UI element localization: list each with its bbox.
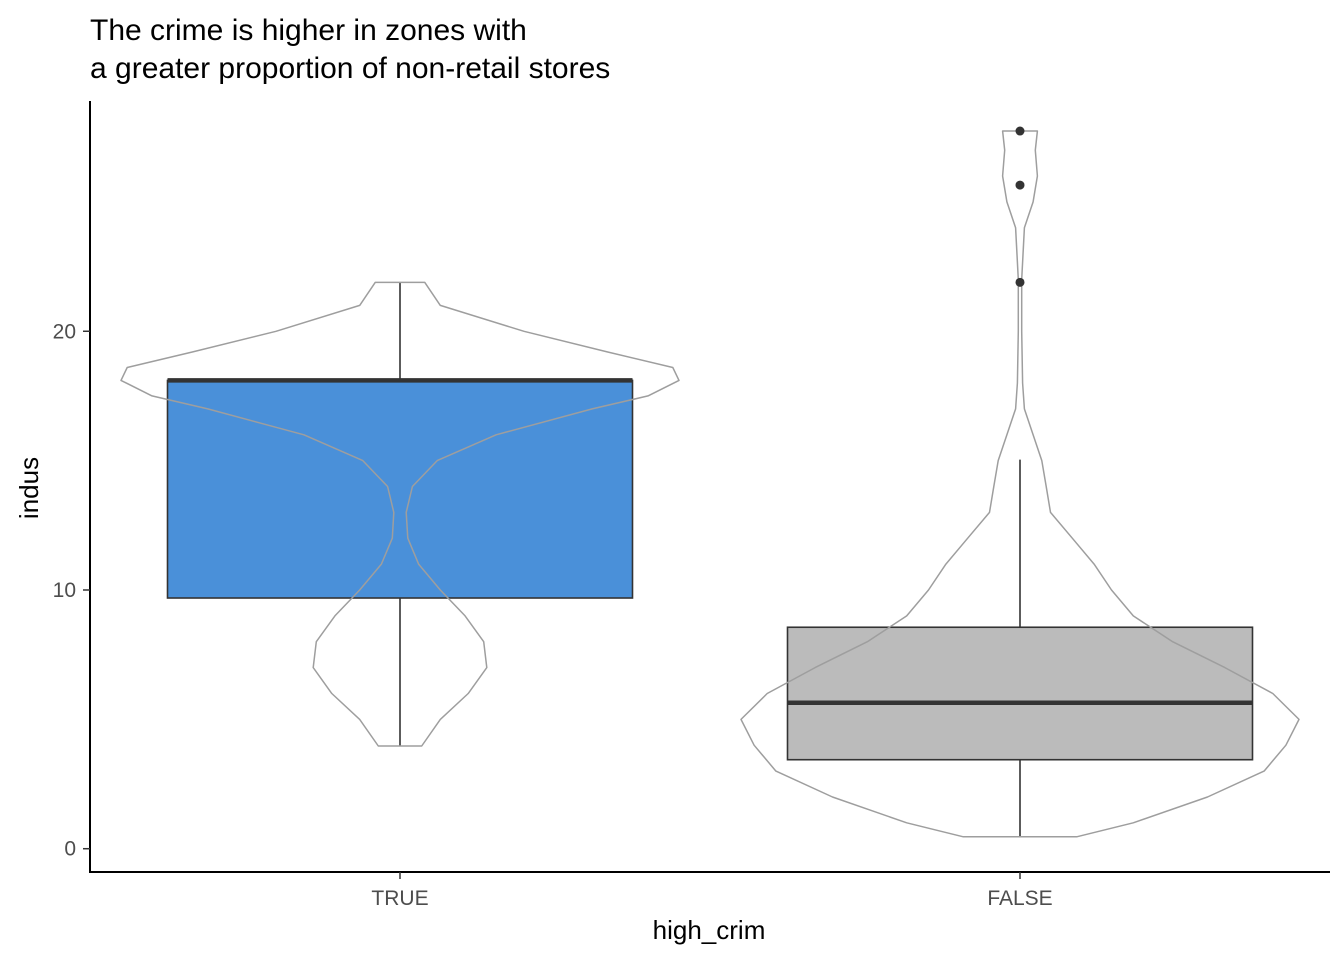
y-tick-label: 20	[53, 320, 76, 343]
chart-title: The crime is higher in zones with a grea…	[90, 14, 611, 85]
y-tick-label: 10	[53, 579, 76, 602]
axes-layer	[89, 101, 1330, 873]
violin-true	[120, 281, 680, 747]
outlier-point	[1015, 180, 1025, 190]
x-tick-label: TRUE	[371, 887, 428, 910]
outlier-point	[1015, 126, 1025, 136]
y-axis-title: indus	[14, 457, 44, 519]
outlier-point	[1015, 277, 1025, 287]
box-layer	[166, 282, 1254, 837]
box-true	[166, 379, 634, 599]
x-tick-label: FALSE	[987, 887, 1052, 910]
box-false	[786, 626, 1254, 761]
violin-false	[740, 130, 1300, 838]
outlier-layer	[1015, 126, 1025, 287]
violin-layer	[120, 130, 1300, 838]
y-tick-label: 0	[64, 838, 76, 861]
x-axis-title: high_crim	[653, 915, 766, 945]
tick-layer: 0 10 20 TRUE FALSE	[53, 320, 1053, 910]
